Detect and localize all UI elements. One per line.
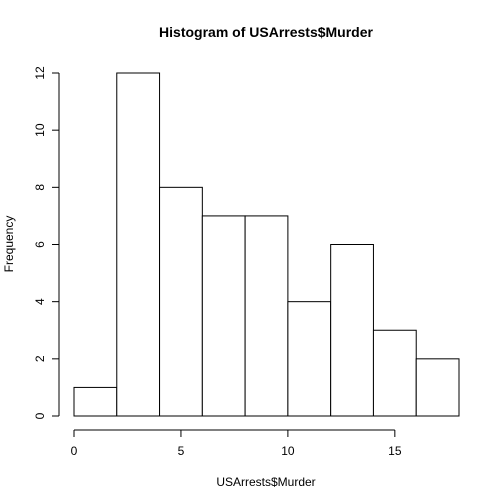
y-tick-label: 4 xyxy=(33,298,47,305)
histogram-bar xyxy=(116,72,161,417)
histogram-bar xyxy=(372,329,417,417)
x-tick-label: 15 xyxy=(388,444,402,458)
y-tick-label: 12 xyxy=(33,66,47,80)
x-tick-label: 5 xyxy=(178,444,185,458)
y-tick-label: 2 xyxy=(33,355,47,362)
x-axis-label: USArrests$Murder xyxy=(216,475,315,489)
histogram-bar xyxy=(415,358,460,417)
histogram-bar xyxy=(73,386,118,417)
histogram-bar xyxy=(330,244,374,417)
histogram-bar xyxy=(287,301,332,417)
y-axis: 0 2 4 6 8 10 12 xyxy=(33,66,60,419)
y-tick-label: 0 xyxy=(33,412,47,419)
y-tick-label: 6 xyxy=(33,241,47,248)
bars-group xyxy=(73,72,460,417)
chart-title: Histogram of USArrests$Murder xyxy=(159,24,373,40)
histogram-bar xyxy=(244,215,289,417)
y-tick-label: 10 xyxy=(33,123,47,137)
histogram-bar xyxy=(201,215,246,417)
x-axis: 0 5 10 15 xyxy=(71,429,402,458)
y-tick-label: 8 xyxy=(33,184,47,191)
x-tick-label: 10 xyxy=(281,444,295,458)
histogram-bar xyxy=(159,186,203,417)
x-tick-label: 0 xyxy=(71,444,78,458)
y-axis-label: Frequency xyxy=(2,216,16,273)
